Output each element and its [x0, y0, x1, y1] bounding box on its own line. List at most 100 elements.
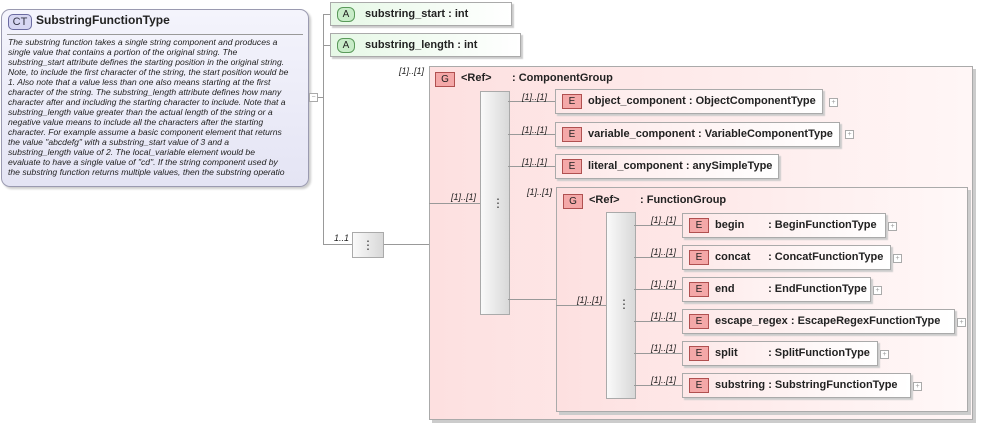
complex-type-badge: CT [8, 14, 32, 30]
connector [323, 14, 324, 244]
connector [384, 244, 429, 245]
element-cardinality: [1]..[1] [651, 375, 677, 385]
connector [634, 321, 682, 322]
description-line: the value "abcdefg" with a substring_sta… [8, 137, 230, 147]
complex-type-box[interactable]: CT SubstringFunctionType The substring f… [1, 9, 309, 187]
description-line: substring_start attribute defines the st… [8, 57, 285, 67]
element-badge: E [689, 217, 709, 233]
sequence-compositor[interactable]: ⋮ [480, 91, 510, 315]
connector [508, 166, 555, 167]
attribute-substring-length[interactable]: A substring_length : int [330, 33, 521, 57]
element-name: split [715, 347, 738, 359]
connector [508, 101, 555, 102]
sequence-cardinality: 1..1 [334, 233, 350, 243]
element-badge: E [562, 158, 582, 174]
expand-icon[interactable]: + [829, 98, 838, 107]
description-line: substring_length value of 2. The local_v… [8, 147, 255, 157]
description-line: 1. Also note that a value less than one … [8, 77, 271, 87]
expand-icon[interactable]: + [888, 222, 897, 231]
expand-icon[interactable]: + [873, 286, 882, 295]
element-type: : EscapeRegexFunctionType [790, 315, 941, 327]
expand-icon[interactable]: + [957, 318, 966, 327]
group-badge: G [563, 194, 583, 209]
expand-icon[interactable]: + [913, 382, 922, 391]
connector [634, 257, 682, 258]
description-line: single value that contains a portion of … [8, 47, 238, 57]
description-line: negative value means to include all the … [8, 117, 264, 127]
element-badge: E [689, 345, 709, 361]
sequence-compositor[interactable]: ⋮ [352, 232, 384, 258]
description-line: substring_length value greater than the … [8, 107, 273, 117]
element-cardinality: [1]..[1] [522, 92, 548, 102]
attribute-substring-start[interactable]: A substring_start : int [330, 2, 512, 26]
connector [323, 244, 352, 245]
connector [429, 203, 480, 204]
sequence-cardinality: [1]..[1] [577, 295, 603, 305]
group-ref: <Ref> [589, 194, 620, 206]
sequence-compositor[interactable]: ⋮ [606, 212, 636, 399]
attribute-badge: A [337, 38, 355, 53]
element-badge: E [562, 126, 582, 142]
element-type: : SplitFunctionType [768, 347, 870, 359]
complex-type-description: The substring function takes a single st… [8, 37, 308, 177]
element-cardinality: [1]..[1] [651, 247, 677, 257]
element-badge: E [689, 377, 709, 393]
description-line: Note, to include the first character of … [8, 67, 289, 77]
element-type: : VariableComponentType [698, 128, 833, 140]
element-name: literal_component [588, 160, 683, 172]
element-type: : ObjectComponentType [688, 95, 816, 107]
collapse-icon[interactable]: − [309, 93, 318, 102]
divider [7, 34, 303, 35]
description-line: the substring function returns multiple … [8, 167, 285, 177]
description-line: evaluate to have a single value of "cd".… [8, 157, 278, 167]
element-name: end [715, 283, 735, 295]
sequence-icon: ⋮ [618, 297, 630, 311]
element-name: escape_regex [715, 315, 788, 327]
element-type: : EndFunctionType [768, 283, 867, 295]
element-cardinality: [1]..[1] [522, 157, 548, 167]
sequence-icon: ⋮ [492, 196, 504, 210]
expand-icon[interactable]: + [880, 350, 889, 359]
connector [634, 289, 682, 290]
element-badge: E [562, 93, 582, 109]
description-line: character of the string. The substring_l… [8, 87, 282, 97]
attribute-badge: A [337, 7, 355, 22]
element-cardinality: [1]..[1] [651, 215, 677, 225]
attribute-label: substring_start : int [365, 8, 469, 20]
description-line: character. For example assume a basic co… [8, 127, 282, 137]
connector [323, 14, 331, 15]
connector [508, 299, 556, 300]
complex-type-name: SubstringFunctionType [36, 13, 170, 27]
element-name: variable_component [588, 128, 695, 140]
element-type: : SubstringFunctionType [768, 379, 898, 391]
connector [508, 134, 555, 135]
expand-icon[interactable]: + [845, 130, 854, 139]
sequence-cardinality: [1]..[1] [451, 192, 477, 202]
group-ref: <Ref> [461, 72, 492, 84]
element-name: begin [715, 219, 745, 231]
connector [323, 45, 331, 46]
element-badge: E [689, 249, 709, 265]
element-name: substring [715, 379, 766, 391]
sequence-icon: ⋮ [362, 238, 374, 252]
element-type: : BeginFunctionType [768, 219, 877, 231]
element-type: : ConcatFunctionType [768, 251, 884, 263]
group-cardinality: [1]..[1] [399, 66, 425, 76]
description-line: character after and including the starti… [8, 97, 286, 107]
element-cardinality: [1]..[1] [651, 279, 677, 289]
element-cardinality: [1]..[1] [651, 343, 677, 353]
expand-icon[interactable]: + [893, 254, 902, 263]
element-cardinality: [1]..[1] [651, 311, 677, 321]
connector [634, 225, 682, 226]
connector [634, 385, 682, 386]
element-name: object_component [588, 95, 686, 107]
